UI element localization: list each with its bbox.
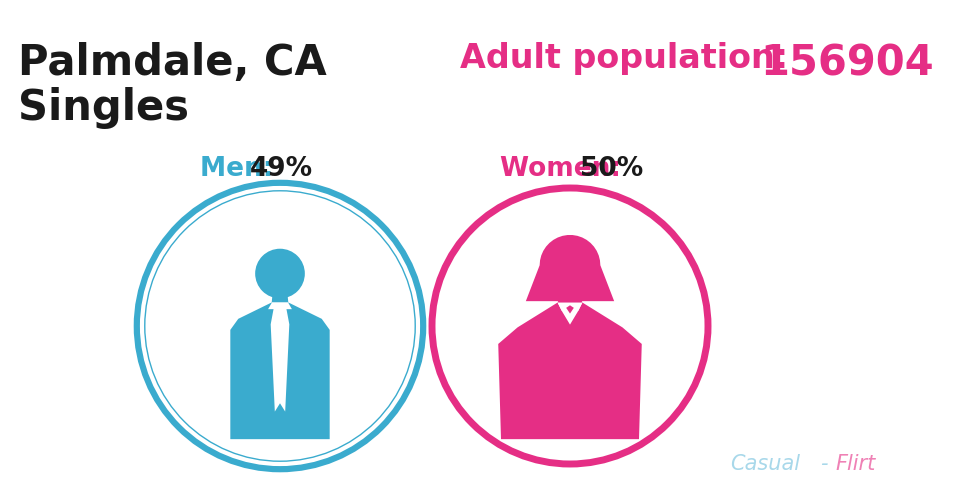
Text: Casual: Casual — [730, 453, 800, 473]
Polygon shape — [526, 235, 614, 302]
Text: Flirt: Flirt — [835, 453, 876, 473]
Circle shape — [432, 188, 708, 464]
Circle shape — [142, 188, 418, 464]
Text: 156904: 156904 — [760, 42, 934, 84]
Text: 50%: 50% — [580, 156, 643, 182]
Text: Singles: Singles — [18, 87, 189, 129]
Text: Palmdale, CA: Palmdale, CA — [18, 42, 326, 84]
Circle shape — [142, 188, 418, 464]
Text: Adult population:: Adult population: — [460, 42, 800, 75]
Polygon shape — [558, 303, 583, 325]
Polygon shape — [498, 303, 641, 439]
Polygon shape — [280, 303, 329, 439]
Text: Women:: Women: — [500, 156, 630, 182]
Text: Men:: Men: — [200, 156, 282, 182]
Circle shape — [255, 249, 305, 299]
Polygon shape — [558, 296, 583, 303]
Polygon shape — [271, 308, 289, 412]
Polygon shape — [230, 303, 280, 439]
Polygon shape — [272, 289, 288, 303]
Text: -: - — [820, 453, 828, 473]
Circle shape — [546, 250, 593, 298]
Text: 49%: 49% — [250, 156, 313, 182]
